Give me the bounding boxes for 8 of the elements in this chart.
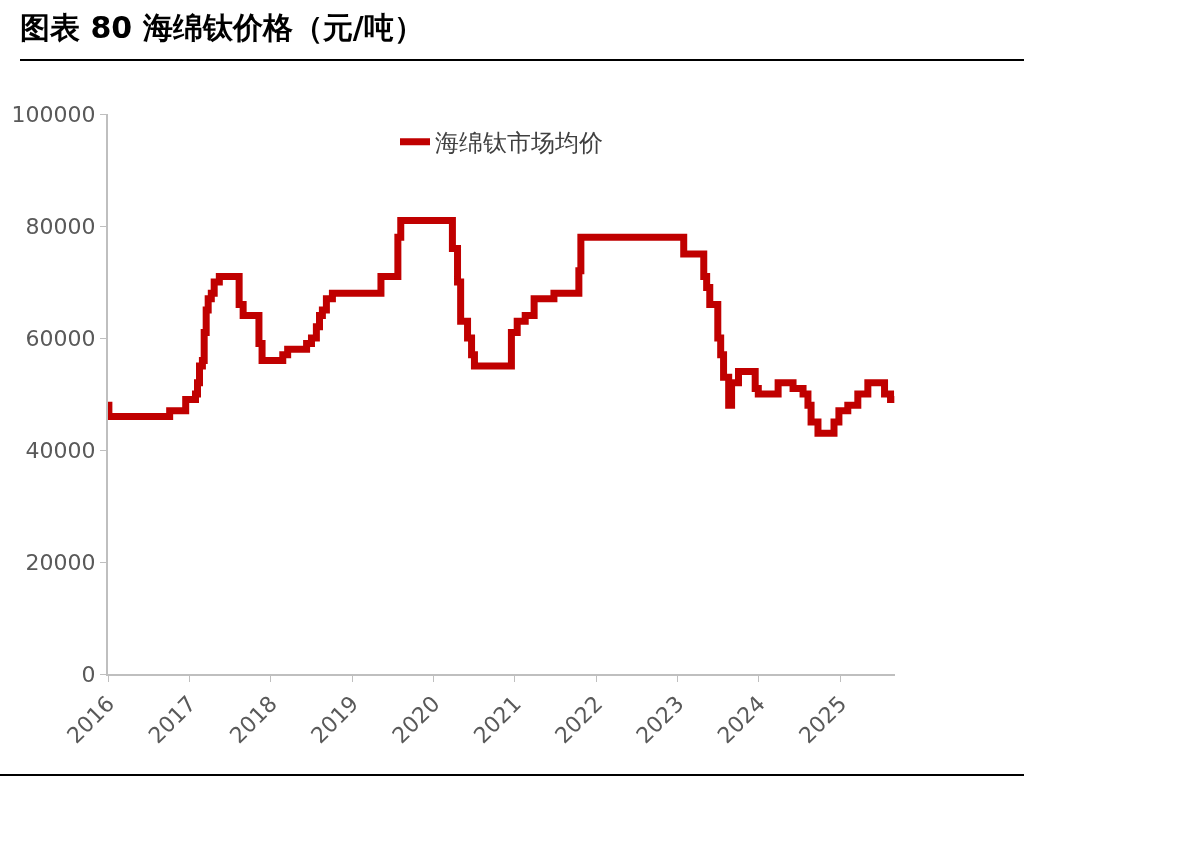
chart-title: 图表 80 海绵钛价格（元/吨） (20, 8, 1024, 61)
y-tick-label: 60000 (25, 325, 96, 351)
y-tick-label: 0 (81, 661, 96, 687)
y-tick-label: 40000 (25, 437, 96, 463)
y-tick-label: 80000 (25, 213, 96, 239)
y-tick-label: 100000 (11, 101, 96, 127)
y-tick-label: 20000 (25, 549, 96, 575)
legend-label: 海绵钛市场均价 (435, 129, 603, 158)
